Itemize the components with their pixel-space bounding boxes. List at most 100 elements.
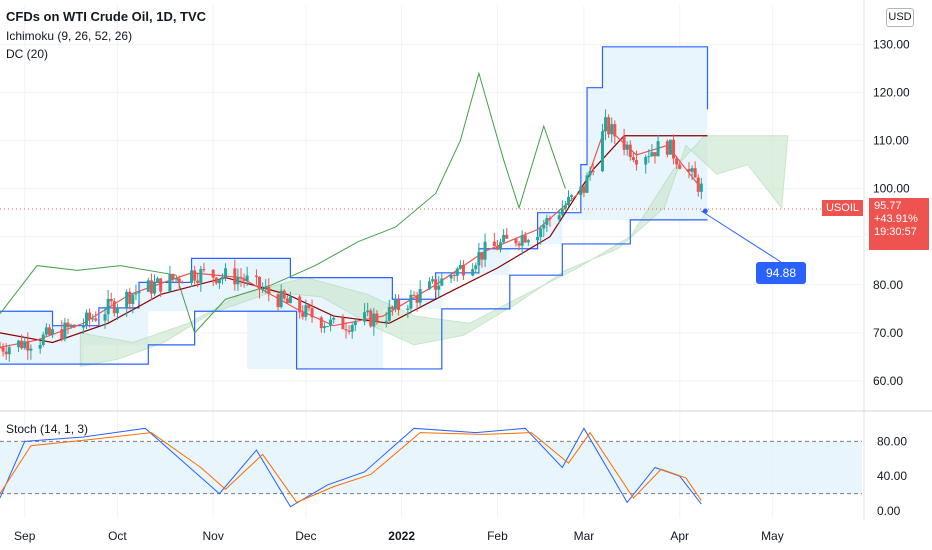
price-tick-label: 130.00 (873, 37, 910, 51)
candle-body (258, 276, 262, 290)
candle-body (4, 351, 8, 355)
candle-body (220, 276, 224, 280)
time-tick-label: Nov (203, 529, 224, 543)
candle-body (499, 242, 503, 250)
candle-body (319, 317, 323, 329)
candle-body (634, 159, 638, 165)
candle-body (418, 289, 422, 303)
projection-label[interactable]: 94.88 (756, 262, 806, 284)
price-tick-label: 110.00 (873, 134, 909, 148)
candle-body (322, 326, 326, 329)
candle-body (536, 236, 540, 241)
candle-body (566, 196, 570, 206)
candle-body (369, 310, 373, 327)
time-tick-label: Feb (487, 529, 508, 543)
candle-body (390, 306, 394, 309)
candle-body (196, 280, 200, 283)
candle-body (264, 286, 268, 289)
candle-body (26, 341, 30, 351)
time-tick-label: Oct (108, 529, 127, 543)
candle-body (461, 264, 465, 276)
candle-body (591, 170, 595, 172)
candle-body (545, 218, 549, 225)
candle-body (452, 275, 456, 277)
candle-body (329, 319, 333, 327)
candle-body (325, 326, 329, 328)
candle-body (112, 301, 116, 314)
candle-body (582, 186, 586, 193)
candle-body (678, 164, 682, 169)
candle-body (279, 290, 283, 308)
candle-body (690, 168, 694, 172)
candle-body (47, 327, 51, 335)
candle-body (152, 282, 156, 294)
stoch-k-line (0, 427, 702, 508)
price-tick-label: 70.00 (873, 326, 903, 340)
time-tick-label: May (761, 529, 784, 543)
candle-body (146, 280, 150, 292)
candle-body (193, 270, 197, 281)
price-tick-label: 100.00 (873, 182, 910, 196)
candle-body (440, 278, 444, 286)
candle-body (261, 288, 265, 290)
time-tick-label: Sep (14, 529, 36, 543)
candle-body (431, 279, 435, 282)
candle-body (174, 278, 178, 280)
price-tick-label: 80.00 (873, 278, 903, 292)
candle-body (347, 330, 351, 332)
candle-body (570, 195, 574, 197)
candle-body (41, 334, 45, 345)
candle-body (427, 281, 431, 290)
candle-body (332, 317, 336, 320)
currency-button[interactable]: USD (886, 8, 914, 27)
candle-body (610, 124, 614, 135)
ichimoku-legend[interactable]: Ichimoku (9, 26, 52, 26) (6, 29, 133, 43)
donchian-legend[interactable]: DC (20) (6, 47, 49, 61)
candle-body (298, 296, 302, 313)
candle-body (106, 298, 110, 315)
candle-body (353, 321, 357, 326)
candle-body (650, 152, 654, 157)
candle-body (607, 117, 611, 135)
candle-body (239, 277, 243, 279)
candle-body (233, 268, 237, 285)
candle-body (505, 234, 509, 239)
candle-body (366, 310, 370, 313)
time-tick-label: Dec (295, 529, 316, 543)
candle-body (180, 282, 184, 284)
time-tick-label: Mar (574, 529, 595, 543)
candle-body (94, 318, 98, 321)
candle-body (415, 295, 419, 303)
candle-body (91, 318, 95, 320)
candle-body (393, 299, 397, 309)
candle-body (267, 286, 271, 295)
candle-body (282, 290, 286, 299)
candle-body (375, 313, 379, 322)
donchian-upper (0, 46, 709, 327)
candle-body (560, 208, 564, 216)
candle-body (495, 245, 499, 250)
candle-body (177, 278, 181, 283)
candle-body (474, 265, 478, 270)
stoch-d-line (0, 431, 702, 503)
candle-body (653, 152, 657, 157)
candle-body (288, 296, 292, 304)
candle-body (38, 344, 42, 349)
price-tick-label: 60.00 (873, 374, 903, 388)
candle-body (693, 168, 697, 178)
candle-body (675, 158, 679, 165)
candle-body (7, 347, 11, 355)
donchian-fill (0, 46, 708, 369)
stoch-legend[interactable]: Stoch (14, 1, 3) (6, 422, 89, 436)
candle-body (520, 235, 524, 246)
candle-body (131, 294, 135, 304)
candle-body (224, 268, 228, 277)
time-tick-label: Apr (670, 529, 689, 543)
candle-body (563, 205, 567, 209)
last-price: 95.77 (874, 200, 902, 212)
candle-body (672, 139, 676, 159)
projection-point (702, 208, 708, 214)
candle-body (254, 275, 258, 277)
candle-body (579, 186, 583, 196)
